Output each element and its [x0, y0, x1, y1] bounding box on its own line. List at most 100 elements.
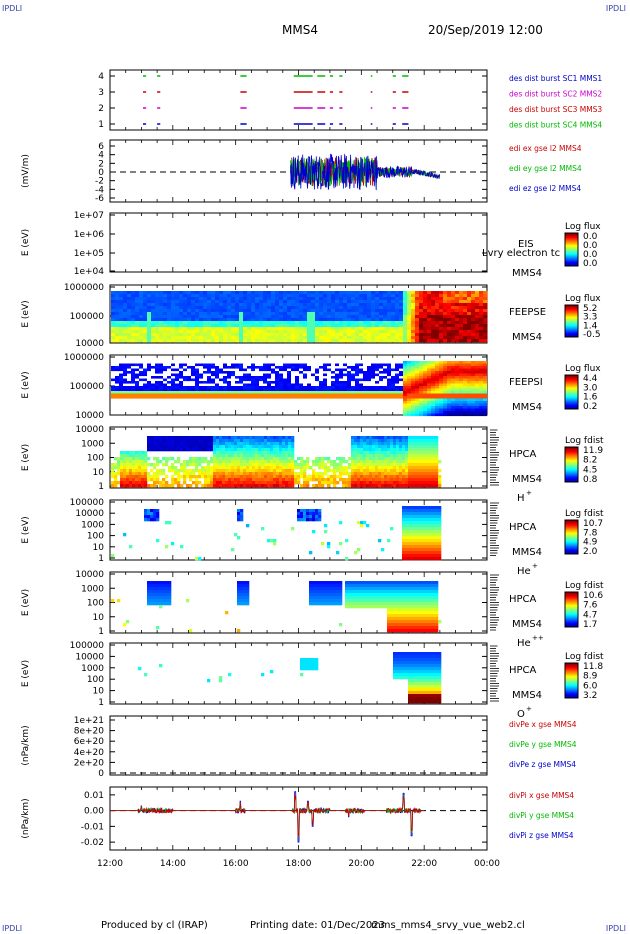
hpca_h-cell: [135, 466, 139, 470]
feepse-cell: [163, 321, 168, 325]
feepsi-cell: [291, 383, 295, 387]
feepsi-cell: [219, 371, 223, 374]
feepsi-cell: [271, 363, 275, 367]
feepsi-cell: [379, 371, 383, 374]
feepse-cell: [359, 312, 364, 316]
hpca_h-cell: [414, 448, 418, 452]
feepse-cell: [363, 300, 368, 304]
feepse-instrument: FEEPSE: [509, 307, 546, 318]
hpca_h-cell: [126, 460, 130, 464]
feepsi-cell: [359, 371, 363, 374]
feepse-cell: [163, 318, 168, 322]
hpca_h-cell: [417, 472, 421, 476]
feepsi-cell: [135, 381, 139, 384]
feepse-cell: [379, 294, 384, 298]
feepsi-cell: [443, 386, 447, 389]
feepsi-cell: [295, 376, 299, 379]
feepsi-cell: [419, 373, 423, 377]
feepse-cell: [419, 333, 424, 337]
hpca_h-cell: [396, 484, 400, 488]
hpca_h-cell: [240, 460, 244, 464]
hpca_h-cell: [360, 472, 364, 476]
hpca_h-cell: [429, 445, 433, 449]
feepse-cell: [287, 315, 292, 319]
feepse-cell: [471, 339, 476, 343]
feepsi-cell: [239, 396, 243, 399]
hpca_h-cell: [150, 445, 154, 449]
hpca_h-cell: [387, 466, 391, 470]
hpca_h-cell: [120, 475, 124, 479]
feepse-cell: [463, 297, 468, 301]
feepsi-cell: [407, 393, 411, 397]
feepse-cell: [475, 318, 480, 322]
feepse-cell: [231, 315, 236, 319]
hpca_h-cell: [252, 475, 256, 479]
hpca_h-cell: [258, 481, 262, 485]
hpca_h-cell: [276, 475, 280, 479]
feepsi-cell: [407, 411, 411, 414]
feepsi-cell: [435, 388, 439, 392]
feepse-cell: [163, 315, 168, 319]
feepsi-cell: [475, 376, 479, 379]
hpca_h-cell: [264, 472, 268, 476]
feepse-cell: [163, 327, 168, 331]
feepsi-cell: [139, 393, 143, 397]
feepsi-cell: [447, 408, 451, 412]
feepse-cell: [195, 330, 200, 334]
feepsi-cell: [203, 371, 207, 374]
feepsi-cell: [419, 406, 423, 409]
hpca_h-cell: [213, 460, 217, 464]
eis-colorbar-band: [565, 246, 578, 248]
hpca_h-cell: [195, 484, 199, 488]
hpca_h-cell: [291, 448, 295, 452]
feepsi-cell: [399, 393, 403, 397]
hpca_h-cell: [351, 436, 355, 440]
feepse-cell: [239, 330, 244, 334]
feepse-cell: [403, 297, 408, 301]
hpca_h-cell: [279, 460, 283, 464]
feepse-cell: [203, 321, 208, 325]
hpca_h-cell: [168, 445, 172, 449]
feepse-cell: [391, 306, 396, 310]
hpca_h-cell: [111, 475, 115, 479]
feepse-colorbar-label: -0.5: [583, 330, 601, 340]
feepse-cell: [283, 294, 288, 298]
feepse-cell: [115, 309, 120, 313]
hpca_h-cell: [240, 469, 244, 473]
feepsi-cell: [427, 403, 431, 407]
hpca_h-cell: [315, 478, 319, 482]
feepse-cell: [243, 330, 248, 334]
feepsi-cell: [475, 361, 479, 364]
hpca_h-cell: [234, 451, 238, 455]
feepsi-colorbar-band: [565, 385, 578, 387]
feepsi-cell: [379, 396, 383, 399]
hpca_h-cell: [285, 466, 289, 470]
feepsi-cell: [355, 386, 359, 389]
feepse-cell: [455, 312, 460, 316]
hpca_h-cell: [408, 481, 412, 485]
hpca_h-cell: [183, 448, 187, 452]
hpca_h-cell: [414, 436, 418, 440]
feepse-cell: [215, 333, 220, 337]
hpca_h-cell: [387, 454, 391, 458]
feepsi-cell: [423, 391, 427, 394]
feepse-cell: [319, 312, 324, 316]
hpca_h-cell: [111, 472, 115, 476]
feepsi-cell: [451, 383, 455, 387]
feepse-cell: [467, 339, 472, 343]
feepsi-cell: [459, 403, 463, 407]
feepsi-cell: [227, 393, 231, 397]
feepsi-cell: [439, 391, 443, 394]
feepse-cell: [235, 336, 240, 340]
feepsi-cell: [483, 408, 487, 412]
hpca_h-cell: [435, 475, 439, 479]
hpca_h-cell: [210, 460, 214, 464]
feepse-cell: [415, 339, 420, 343]
hpca_h-cell: [357, 475, 361, 479]
hpca_h-cell: [321, 478, 325, 482]
feepse-cell: [291, 327, 296, 331]
feepsi-cell: [259, 396, 263, 399]
hpca_h-cell: [318, 466, 322, 470]
feepsi-cell: [483, 411, 487, 414]
hpca_h-cell: [258, 460, 262, 464]
